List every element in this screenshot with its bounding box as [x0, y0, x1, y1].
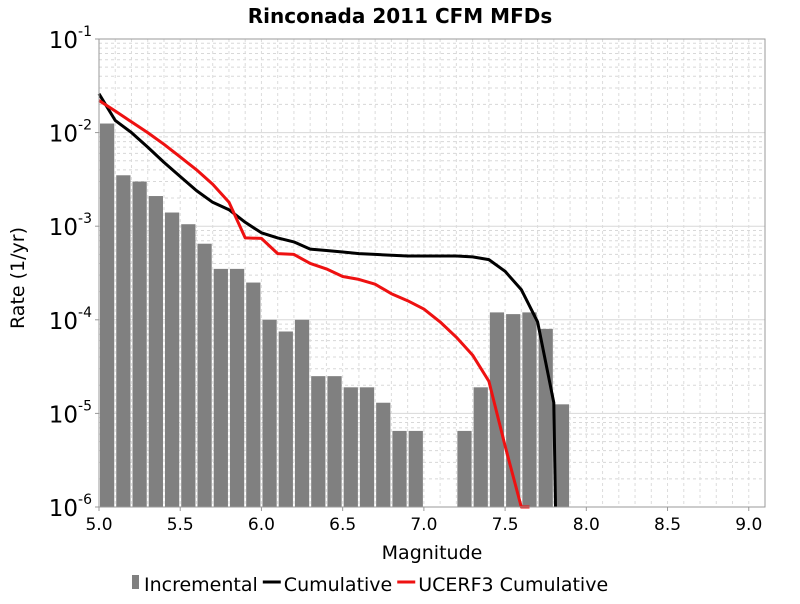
y-tick-label: 10-4 — [49, 305, 92, 335]
y-tick-label: 10-2 — [49, 118, 92, 148]
incremental-bar — [457, 430, 472, 507]
incremental-bar — [100, 123, 115, 507]
x-tick-label: 7.5 — [492, 515, 519, 535]
incremental-bar — [181, 224, 196, 507]
chart-title: Rinconada 2011 CFM MFDs — [248, 4, 553, 28]
y-tick-label: 10-6 — [49, 492, 92, 522]
x-tick-label: 6.5 — [329, 515, 356, 535]
incremental-bar — [262, 319, 277, 507]
incremental-bar — [392, 430, 407, 507]
x-tick-label: 7.0 — [410, 515, 437, 535]
incremental-bar — [148, 196, 163, 507]
incremental-bar — [376, 402, 391, 507]
y-axis-ticks: 10-6 10-5 10-4 10-3 10-2 10-1 — [49, 24, 99, 522]
plot-frame — [98, 38, 766, 508]
incremental-bar — [278, 331, 293, 507]
x-axis-label: Magnitude — [382, 542, 483, 564]
x-tick-label: 9.0 — [735, 515, 762, 535]
y-tick-label: 10-5 — [49, 398, 92, 428]
legend-label: UCERF3 Cumulative — [418, 574, 608, 596]
incremental-bar — [359, 387, 375, 507]
incremental-bar — [213, 268, 228, 507]
cumulative-line — [97, 93, 557, 508]
incremental-bar — [408, 430, 423, 507]
incremental-bar — [554, 404, 570, 507]
incremental-bar — [116, 175, 131, 507]
incremental-bar — [132, 181, 147, 507]
x-tick-label: 5.0 — [85, 515, 112, 535]
incremental-bars — [100, 123, 570, 508]
incremental-bar — [197, 243, 212, 507]
legend-swatch-bar — [132, 575, 139, 589]
x-tick-label: 8.0 — [573, 515, 600, 535]
incremental-bar — [164, 212, 180, 508]
y-tick-label: 10-3 — [49, 211, 92, 241]
x-tick-label: 5.5 — [167, 515, 194, 535]
cumulative-lines — [97, 93, 557, 509]
y-axis-label: Rate (1/yr) — [7, 227, 29, 329]
x-tick-label: 6.0 — [248, 515, 275, 535]
x-tick-label: 8.5 — [654, 515, 681, 535]
y-tick-label: 10-1 — [49, 24, 92, 54]
incremental-bar — [473, 387, 488, 507]
legend: Incremental Cumulative UCERF3 Cumulative — [132, 574, 608, 596]
incremental-bar — [343, 387, 358, 507]
incremental-bar — [522, 312, 537, 507]
x-axis-ticks: 5.0 5.5 6.0 6.5 7.0 7.5 8.0 8.5 9.0 — [85, 507, 762, 535]
incremental-bar — [327, 376, 342, 507]
incremental-bar — [229, 268, 245, 507]
incremental-bar — [246, 282, 261, 507]
incremental-bar — [294, 319, 310, 507]
incremental-bar — [311, 376, 326, 507]
legend-label: Cumulative — [284, 574, 392, 596]
legend-label: Incremental — [144, 574, 258, 596]
ucerf3-cumulative-line — [98, 99, 530, 509]
